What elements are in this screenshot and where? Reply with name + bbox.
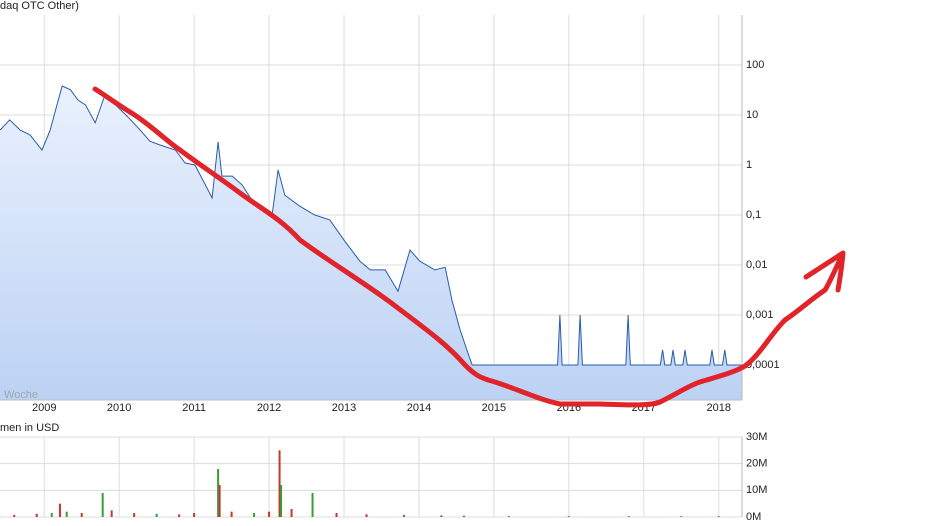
x-tick-label: 2010 — [107, 402, 131, 414]
volume-bar — [311, 493, 314, 517]
y-tick-label: 0,0001 — [746, 359, 780, 371]
volume-bar — [155, 513, 158, 517]
volume-bar — [680, 516, 683, 517]
volume-bar — [58, 503, 61, 517]
volume-bar — [278, 450, 281, 517]
volume-bar — [567, 516, 570, 517]
y-tick-label: 0,1 — [746, 209, 761, 221]
volume-bar — [627, 516, 630, 517]
chart-title: daq OTC Other) — [0, 0, 79, 12]
x-tick-label: 2009 — [32, 402, 56, 414]
y-tick-label: 0,001 — [746, 309, 774, 321]
volume-bar — [365, 514, 368, 517]
y-tick-label: 0M — [746, 511, 761, 523]
annotation: Woche — [4, 389, 38, 401]
x-tick-label: 2014 — [407, 402, 431, 414]
x-tick-label: 2018 — [707, 402, 731, 414]
volume-bar — [335, 513, 338, 517]
volume-bar — [440, 515, 443, 517]
volume-bar — [402, 514, 405, 517]
x-tick-label: 2015 — [482, 402, 506, 414]
volume-bar — [101, 493, 104, 517]
volume-bar — [178, 514, 181, 517]
volume-bar — [717, 516, 720, 517]
hand-drawn-arrow — [92, 86, 846, 408]
volume-bar — [230, 511, 233, 517]
y-tick-label: 20M — [746, 458, 767, 470]
volume-bar — [133, 513, 136, 517]
y-tick-label: 1 — [746, 159, 752, 171]
volume-bar — [13, 514, 16, 517]
volume-title: men in USD — [0, 422, 59, 434]
volume-bar — [110, 510, 113, 517]
volume-bar — [253, 513, 256, 517]
volume-bar — [193, 513, 196, 517]
volume-bar — [280, 485, 283, 517]
volume-bar — [80, 513, 83, 517]
x-tick-label: 2013 — [332, 402, 356, 414]
area — [0, 86, 742, 400]
volume-bar — [290, 509, 293, 517]
volume-bar — [217, 469, 220, 517]
volume-bar — [35, 513, 38, 517]
y-tick-label: 100 — [746, 59, 764, 71]
y-tick-label: 0,01 — [746, 259, 767, 271]
y-tick-label: 10 — [746, 109, 758, 121]
volume-bar — [65, 511, 68, 517]
volume-bar — [507, 516, 510, 517]
volume-bar — [462, 515, 465, 517]
volume-bar — [218, 485, 221, 517]
x-tick-label: 2012 — [257, 402, 281, 414]
y-tick-label: 30M — [746, 431, 767, 443]
volume-bar — [50, 513, 53, 517]
y-tick-label: 10M — [746, 484, 767, 496]
x-tick-label: 2011 — [182, 402, 206, 414]
volume-bar — [268, 511, 271, 517]
